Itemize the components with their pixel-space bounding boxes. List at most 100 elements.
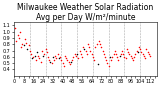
Point	[98, 40, 100, 42]
Point	[83, 49, 86, 50]
Point	[32, 56, 35, 58]
Point	[43, 53, 46, 54]
Point	[103, 53, 105, 54]
Point	[116, 56, 118, 58]
Point	[47, 56, 49, 58]
Point	[145, 49, 148, 50]
Point	[139, 49, 141, 50]
Point	[60, 59, 63, 61]
Point	[76, 53, 78, 54]
Point	[89, 50, 92, 51]
Point	[113, 50, 116, 51]
Point	[148, 53, 150, 54]
Point	[117, 59, 120, 61]
Point	[30, 53, 32, 54]
Point	[127, 51, 129, 52]
Point	[21, 44, 24, 45]
Point	[31, 57, 33, 59]
Point	[90, 53, 93, 54]
Point	[149, 55, 151, 56]
Point	[122, 53, 124, 54]
Point	[25, 42, 27, 44]
Point	[77, 57, 80, 59]
Point	[134, 53, 137, 54]
Point	[72, 56, 75, 58]
Point	[18, 37, 20, 39]
Point	[58, 57, 60, 59]
Point	[52, 56, 54, 58]
Point	[33, 55, 36, 56]
Point	[86, 53, 88, 54]
Point	[128, 53, 131, 54]
Point	[140, 51, 143, 52]
Point	[81, 56, 83, 58]
Point	[100, 47, 103, 48]
Point	[70, 61, 72, 63]
Point	[99, 44, 101, 45]
Point	[88, 47, 91, 48]
Point	[126, 49, 128, 50]
Point	[41, 50, 43, 51]
Point	[104, 56, 106, 58]
Point	[68, 64, 71, 65]
Point	[144, 57, 146, 59]
Point	[39, 61, 42, 63]
Title: Milwaukee Weather Solar Radiation
Avg per Day W/m²/minute: Milwaukee Weather Solar Radiation Avg pe…	[17, 3, 154, 22]
Point	[26, 49, 29, 50]
Point	[20, 47, 23, 48]
Point	[94, 47, 97, 48]
Point	[121, 50, 123, 51]
Point	[84, 50, 87, 51]
Point	[105, 59, 108, 61]
Point	[87, 44, 89, 45]
Point	[48, 59, 50, 61]
Point	[27, 45, 30, 46]
Point	[19, 31, 21, 32]
Point	[133, 56, 136, 58]
Point	[93, 59, 95, 61]
Point	[61, 62, 64, 64]
Point	[73, 53, 76, 54]
Point	[92, 56, 94, 58]
Point	[45, 51, 48, 52]
Point	[14, 28, 16, 29]
Point	[42, 55, 44, 56]
Point	[59, 56, 61, 58]
Point	[112, 53, 115, 54]
Point	[66, 59, 69, 61]
Point	[49, 61, 52, 63]
Point	[63, 66, 65, 67]
Point	[55, 57, 58, 59]
Point	[107, 66, 110, 67]
Point	[53, 59, 55, 61]
Point	[132, 59, 134, 61]
Point	[56, 53, 59, 54]
Point	[111, 56, 114, 58]
Point	[115, 53, 117, 54]
Point	[120, 53, 122, 54]
Point	[124, 57, 127, 59]
Point	[75, 55, 77, 56]
Point	[136, 51, 139, 52]
Point	[129, 55, 132, 56]
Point	[50, 62, 53, 64]
Point	[109, 56, 111, 58]
Point	[101, 50, 104, 51]
Point	[141, 53, 144, 54]
Point	[110, 59, 112, 61]
Point	[44, 49, 47, 50]
Point	[24, 39, 26, 40]
Point	[36, 51, 38, 52]
Point	[65, 57, 68, 59]
Point	[78, 50, 81, 51]
Point	[95, 44, 98, 45]
Point	[80, 53, 82, 54]
Point	[82, 47, 84, 48]
Point	[118, 55, 121, 56]
Point	[143, 55, 145, 56]
Point	[54, 55, 56, 56]
Point	[22, 45, 25, 46]
Point	[37, 55, 40, 56]
Point	[38, 57, 41, 59]
Point	[28, 50, 31, 51]
